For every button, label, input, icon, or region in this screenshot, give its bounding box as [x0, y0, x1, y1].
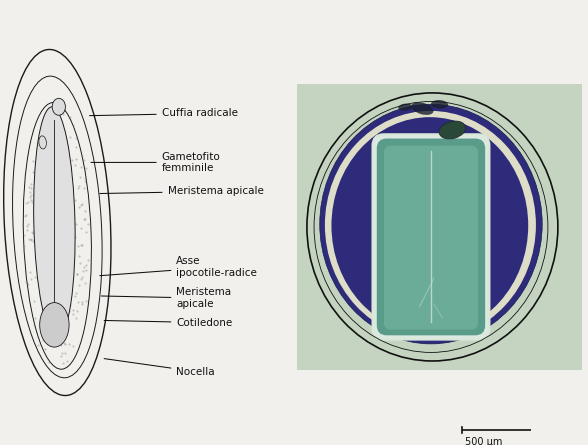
Text: Asse
ipocotile-radice: Asse ipocotile-radice	[100, 256, 258, 278]
Ellipse shape	[52, 98, 65, 115]
FancyBboxPatch shape	[377, 138, 485, 336]
Ellipse shape	[325, 111, 536, 339]
Ellipse shape	[398, 104, 412, 111]
Text: Nocella: Nocella	[104, 359, 215, 376]
Ellipse shape	[412, 102, 433, 115]
Ellipse shape	[39, 303, 69, 347]
Text: Cuffia radicale: Cuffia radicale	[89, 109, 238, 118]
FancyBboxPatch shape	[373, 134, 489, 340]
Ellipse shape	[332, 117, 528, 334]
Text: 500 μm: 500 μm	[465, 437, 503, 445]
Ellipse shape	[39, 136, 46, 149]
Text: Meristema apicale: Meristema apicale	[100, 186, 263, 196]
Ellipse shape	[320, 104, 542, 344]
Ellipse shape	[439, 121, 466, 139]
Text: Meristema
apicale: Meristema apicale	[101, 287, 232, 309]
Text: Gametofito
femminile: Gametofito femminile	[91, 152, 220, 173]
Ellipse shape	[431, 100, 448, 109]
Ellipse shape	[34, 107, 75, 338]
Text: Cotiledone: Cotiledone	[104, 318, 233, 328]
FancyBboxPatch shape	[384, 146, 478, 330]
